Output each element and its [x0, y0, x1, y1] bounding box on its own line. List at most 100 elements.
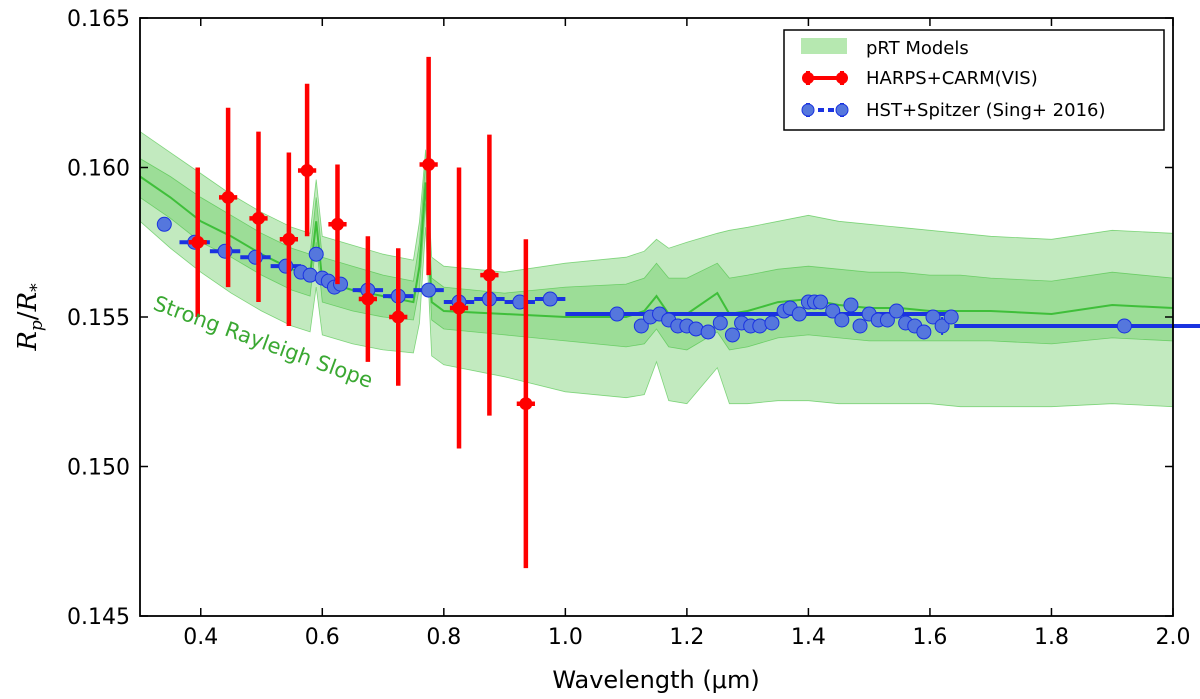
hst-point [712, 315, 728, 331]
hst-marker [712, 315, 728, 331]
hst-marker [688, 321, 704, 337]
harps-point [516, 239, 535, 569]
legend-swatch-harps [802, 71, 848, 85]
hst-marker [308, 246, 324, 262]
legend: pRT Models HARPS+CARM(VIS) HST+Spitzer (… [783, 29, 1165, 131]
harps-series-layer [188, 56, 535, 569]
x-tick-label: 1.0 [548, 625, 583, 650]
x-tick-label: 2.0 [1156, 625, 1191, 650]
hst-marker [916, 324, 932, 340]
y-label-slash: / [13, 311, 43, 320]
harps-marker [391, 310, 405, 324]
hst-marker [843, 297, 859, 313]
y-tick-label: 0.155 [67, 306, 130, 331]
harps-marker [221, 190, 235, 204]
harps-marker [191, 235, 205, 249]
hst-marker [879, 312, 895, 328]
hst-point [916, 324, 932, 340]
hst-point [825, 303, 841, 319]
legend-swatch-model [801, 38, 847, 54]
harps-marker [282, 232, 296, 246]
x-tick-label: 1.6 [912, 625, 947, 650]
y-axis-label: Rp/R* [13, 283, 47, 352]
hst-marker [852, 318, 868, 334]
x-tick-label: 1.4 [791, 625, 826, 650]
hst-point [413, 282, 444, 298]
hst-point [943, 309, 959, 325]
hst-point [534, 291, 566, 307]
hst-point [879, 312, 895, 328]
x-axis-label: Wavelength (μm) [552, 666, 759, 694]
hst-point [764, 315, 780, 331]
harps-point [449, 167, 469, 449]
y-tick-label: 0.145 [67, 605, 130, 630]
hst-point [925, 309, 941, 325]
legend-label-harps: HARPS+CARM(VIS) [866, 68, 1038, 89]
hst-point [156, 216, 172, 232]
x-tick-label: 0.6 [305, 625, 340, 650]
hst-point [724, 327, 740, 343]
hst-marker [752, 318, 768, 334]
hst-point [302, 267, 318, 283]
harps-point [328, 164, 347, 285]
harps-point [358, 236, 377, 362]
hst-point [834, 312, 850, 328]
axis-ticks: 0.4 0.6 0.8 1.0 1.2 1.4 1.6 1.8 2.0 0.145 0.150 0.1… [67, 7, 1190, 650]
hst-marker [302, 267, 318, 283]
hst-marker [834, 312, 850, 328]
legend-label-hst: HST+Spitzer (Sing+ 2016) [866, 100, 1106, 121]
hst-marker [764, 315, 780, 331]
harps-point [297, 83, 317, 237]
harps-point [188, 167, 207, 317]
y-label-r: R [13, 331, 43, 352]
hst-marker [943, 309, 959, 325]
harps-marker [482, 268, 496, 282]
harps-marker [300, 163, 314, 177]
harps-point [480, 134, 499, 416]
harps-point [218, 107, 238, 288]
hst-marker [724, 327, 740, 343]
svg-text:Rp/R*: Rp/R* [13, 283, 47, 352]
harps-marker [452, 301, 466, 315]
hst-marker [700, 324, 716, 340]
hst-marker [156, 216, 172, 232]
hst-point [504, 294, 535, 310]
harps-point [249, 131, 268, 303]
hst-point [752, 318, 768, 334]
hst-point [934, 317, 950, 335]
hst-point [852, 318, 868, 334]
x-tick-label: 1.2 [669, 625, 704, 650]
harps-point [419, 56, 438, 276]
hst-point [688, 321, 704, 337]
x-tick-label: 1.8 [1034, 625, 1069, 650]
harps-marker [330, 217, 344, 231]
hst-point [320, 273, 336, 289]
x-tick-label: 0.4 [183, 625, 218, 650]
harps-marker [361, 292, 375, 306]
hst-point [609, 306, 625, 322]
harps-point [279, 152, 298, 326]
harps-point [389, 248, 408, 386]
hst-point [791, 306, 807, 322]
hst-marker [889, 303, 905, 319]
hst-marker [813, 294, 829, 310]
y-tick-label: 0.160 [67, 157, 130, 182]
hst-point [813, 294, 829, 310]
harps-marker [519, 397, 533, 411]
y-tick-label: 0.165 [67, 7, 130, 32]
hst-marker [633, 318, 649, 334]
hst-marker [1116, 318, 1132, 334]
hst-point [679, 318, 695, 334]
hst-marker [791, 306, 807, 322]
y-label-sub-p: p [27, 320, 47, 331]
y-label-sub-star: * [27, 283, 47, 292]
hst-point [700, 324, 716, 340]
y-label-r2: R [13, 292, 43, 313]
legend-label-model: pRT Models [866, 38, 969, 59]
legend-swatch-hst [801, 103, 849, 117]
harps-marker [422, 158, 436, 172]
x-tick-label: 0.8 [426, 625, 461, 650]
hst-marker [421, 282, 437, 298]
hst-point [633, 318, 649, 334]
